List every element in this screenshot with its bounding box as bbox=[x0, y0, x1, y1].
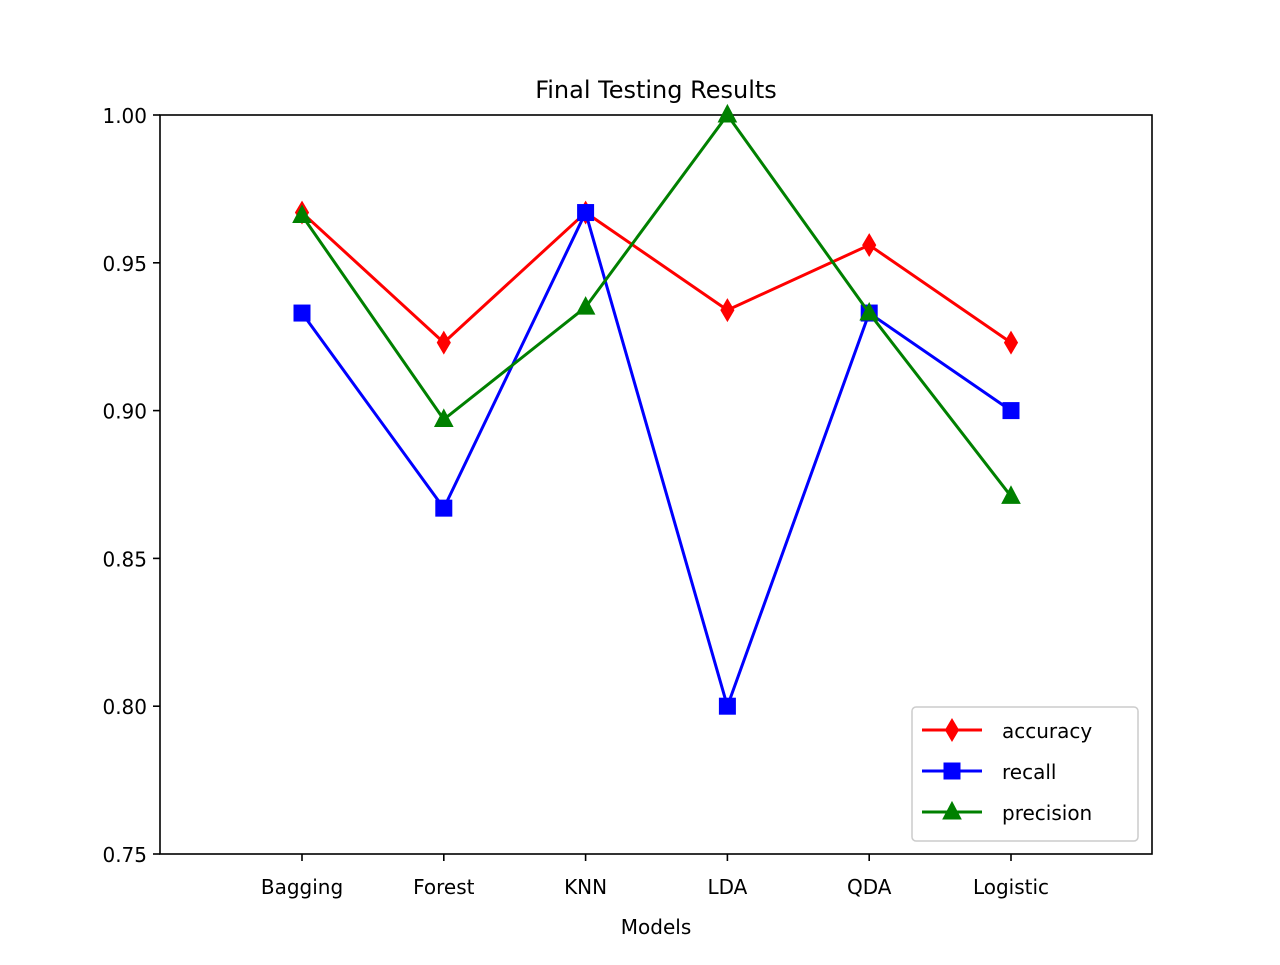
data-point-precision bbox=[575, 296, 596, 315]
series-line-recall bbox=[300, 211, 1012, 708]
y-tick-label: 0.75 bbox=[102, 843, 147, 867]
legend-box bbox=[911, 706, 1139, 842]
legend-label: precision bbox=[1002, 801, 1092, 825]
data-point-recall bbox=[577, 204, 595, 222]
data-point-recall bbox=[1002, 402, 1020, 420]
data-point-accuracy bbox=[862, 233, 877, 258]
legend-marker-precision bbox=[942, 800, 962, 820]
data-point-accuracy bbox=[436, 330, 451, 355]
legend-item-precision[interactable]: precision bbox=[922, 800, 1092, 825]
y-tick-label: 0.80 bbox=[102, 695, 147, 719]
data-point-precision bbox=[292, 204, 312, 224]
series-layer bbox=[292, 103, 1021, 715]
data-point-recall bbox=[718, 697, 736, 715]
legend-item-recall[interactable]: recall bbox=[922, 760, 1056, 784]
y-tick-label: 0.90 bbox=[102, 400, 147, 424]
x-tick-label: Logistic bbox=[973, 875, 1049, 899]
data-point-accuracy bbox=[1003, 330, 1019, 355]
data-point-precision bbox=[1001, 485, 1021, 504]
data-point-recall bbox=[435, 499, 453, 517]
legend-item-accuracy[interactable]: accuracy bbox=[922, 718, 1092, 743]
x-tick-label: Forest bbox=[413, 875, 475, 899]
x-axis: Bagging Forest KNN LDA QDA Logistic bbox=[261, 854, 1049, 899]
series-line-accuracy bbox=[300, 211, 1012, 345]
data-point-accuracy bbox=[720, 298, 735, 323]
x-axis-label: Models bbox=[621, 915, 691, 939]
legend-marker-accuracy bbox=[944, 718, 960, 742]
y-tick-label: 1.00 bbox=[102, 104, 147, 128]
x-tick-label: Bagging bbox=[261, 875, 343, 899]
data-point-recall bbox=[293, 304, 311, 322]
y-tick-label: 0.85 bbox=[102, 547, 147, 571]
x-tick-label: QDA bbox=[847, 875, 892, 899]
series-precision bbox=[292, 103, 1021, 504]
y-tick-label: 0.95 bbox=[102, 252, 147, 276]
data-point-precision bbox=[717, 103, 738, 123]
data-point-precision bbox=[859, 301, 880, 321]
legend-label: recall bbox=[1002, 760, 1056, 784]
legend-label: accuracy bbox=[1002, 719, 1092, 743]
legend[interactable]: accuracy recall precision bbox=[911, 706, 1139, 842]
chart-title: Final Testing Results bbox=[535, 76, 777, 104]
legend-marker-recall bbox=[943, 762, 961, 780]
series-line-precision bbox=[300, 113, 1013, 498]
data-point-precision bbox=[433, 408, 454, 427]
y-axis: 0.75 0.80 0.85 0.90 0.95 1.00 bbox=[102, 104, 160, 867]
x-tick-label: LDA bbox=[707, 875, 747, 899]
x-tick-label: KNN bbox=[564, 875, 607, 899]
